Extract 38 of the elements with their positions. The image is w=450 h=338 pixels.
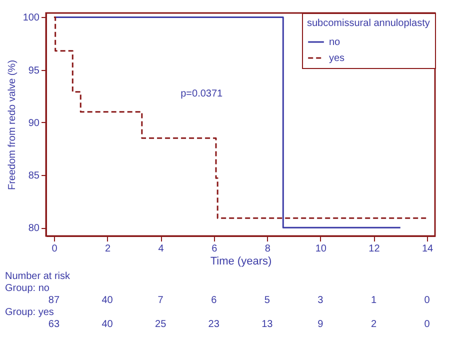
x-tick-label: 6: [212, 244, 218, 254]
annotation: p=0.0371: [180, 88, 224, 100]
legend-label: no: [329, 37, 341, 48]
y-tick-label: 100: [22, 12, 40, 24]
text: 3: [318, 295, 324, 306]
y-tick-label: 95: [28, 65, 40, 76]
text: 63: [48, 319, 60, 330]
text: 40: [102, 319, 114, 330]
x-tick-label: 10: [315, 244, 327, 254]
y-tick-label: 80: [28, 223, 40, 234]
y-tick-label: 90: [28, 118, 40, 129]
text: 87: [48, 295, 60, 306]
x-tick-label: 12: [368, 244, 380, 254]
y-tick-label: 85: [28, 170, 40, 182]
x-axis-title: Time (years): [210, 256, 272, 268]
text: 6: [211, 295, 218, 306]
text: 5: [264, 295, 270, 306]
text: 0: [424, 295, 430, 306]
x-tick-label: 4: [158, 244, 164, 254]
text: Group: yes: [5, 307, 54, 318]
text: 1: [370, 295, 377, 306]
x-tick-label: 14: [422, 244, 434, 254]
y-axis-title: Freedom from redo valve (%): [6, 60, 18, 190]
text: 40: [102, 295, 114, 306]
text: 7: [158, 295, 164, 306]
text: 0: [424, 319, 430, 330]
legend-label: yes: [329, 53, 345, 64]
legend-title: subcomissural annuloplasty: [307, 18, 430, 29]
text: 25: [155, 319, 167, 330]
x-tick-label: 8: [264, 244, 271, 254]
x-tick-label: 2: [105, 244, 111, 254]
text: Number at risk: [5, 271, 72, 282]
text: 9: [318, 319, 324, 330]
text: 23: [208, 319, 220, 330]
text: 13: [262, 319, 274, 330]
text: Group: no: [5, 283, 50, 294]
x-tick-label: 0: [52, 244, 58, 254]
text: 2: [370, 319, 377, 330]
